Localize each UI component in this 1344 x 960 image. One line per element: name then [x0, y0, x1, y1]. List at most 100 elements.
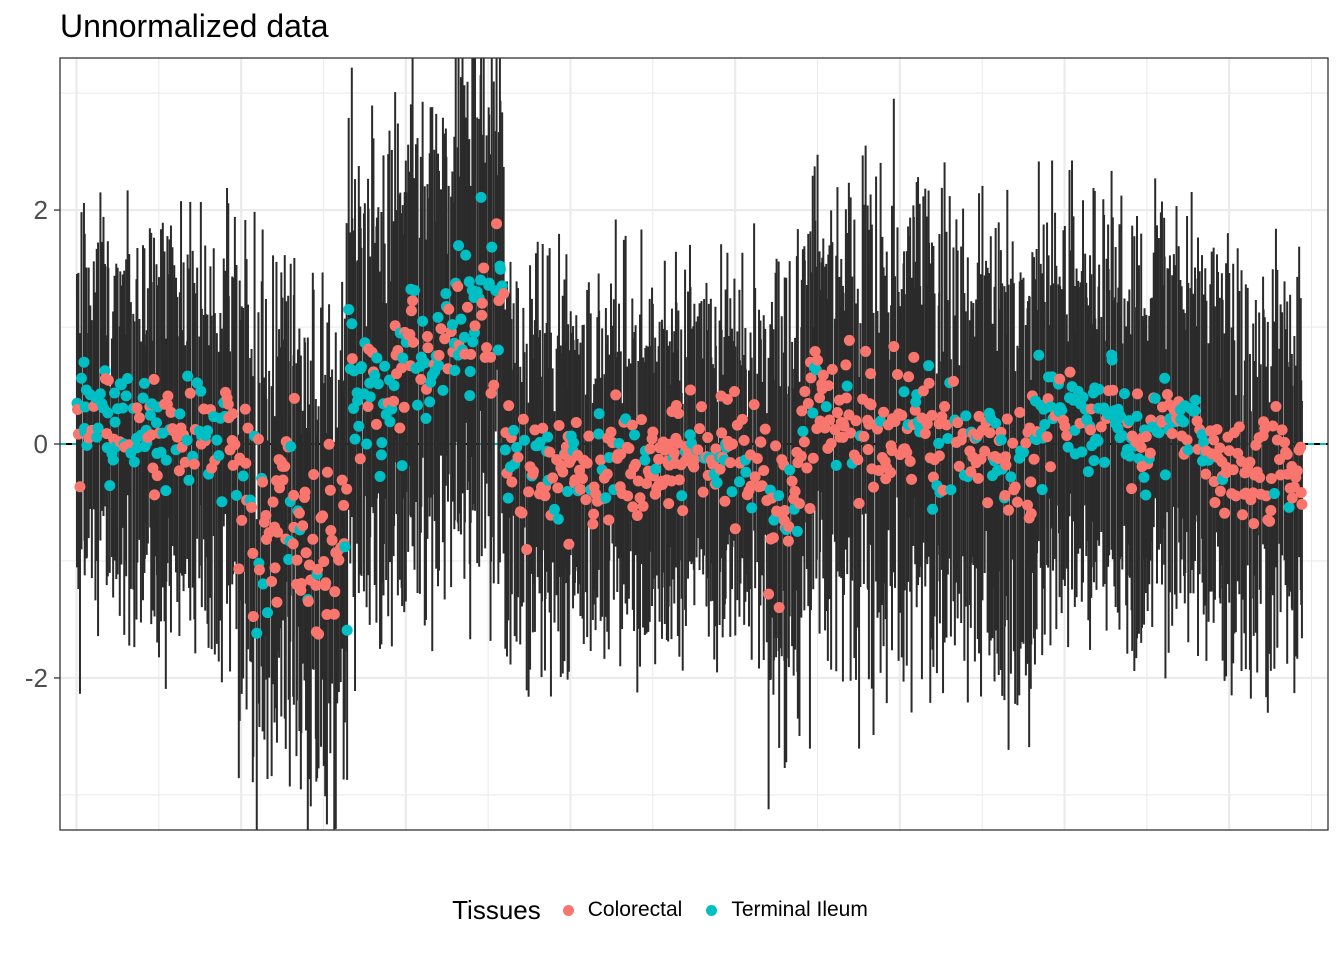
point-terminal-ileum [475, 191, 487, 203]
point-terminal-ileum [339, 541, 351, 553]
point-colorectal [398, 401, 410, 413]
point-colorectal [714, 463, 726, 475]
point-terminal-ileum [1106, 354, 1118, 366]
point-colorectal [923, 377, 935, 389]
point-terminal-ileum [160, 485, 172, 497]
point-colorectal [1001, 413, 1013, 425]
point-terminal-ileum [1124, 450, 1136, 462]
point-colorectal [512, 451, 524, 463]
point-terminal-ileum [1131, 410, 1143, 422]
point-colorectal [485, 351, 497, 363]
point-colorectal [896, 409, 908, 421]
point-terminal-ileum [195, 385, 207, 397]
point-colorectal [936, 411, 948, 423]
point-colorectal [1107, 384, 1119, 396]
point-colorectal [1200, 468, 1212, 480]
point-colorectal [581, 457, 593, 469]
point-terminal-ileum [464, 390, 476, 402]
point-terminal-ileum [138, 377, 150, 389]
point-terminal-ileum [1153, 427, 1165, 439]
point-colorectal [819, 422, 831, 434]
legend-label-terminal-ileum: Terminal Ileum [731, 898, 868, 921]
point-colorectal [421, 331, 433, 343]
point-colorectal [1214, 485, 1226, 497]
point-colorectal [623, 442, 635, 454]
point-colorectal [672, 407, 684, 419]
point-colorectal [927, 471, 939, 483]
point-terminal-ileum [463, 276, 475, 288]
point-colorectal [246, 501, 258, 513]
point-colorectal [133, 412, 145, 424]
point-terminal-ileum [1159, 469, 1171, 481]
point-terminal-ileum [201, 425, 213, 437]
point-colorectal [1291, 465, 1303, 477]
point-colorectal [702, 432, 714, 444]
point-colorectal [947, 375, 959, 387]
legend: Tissues Colorectal Terminal Ileum [0, 890, 1344, 930]
point-terminal-ileum [1099, 456, 1111, 468]
point-terminal-ileum [773, 490, 785, 502]
point-colorectal [1021, 499, 1033, 511]
point-colorectal [684, 384, 696, 396]
point-colorectal [307, 533, 319, 545]
point-terminal-ileum [1116, 430, 1128, 442]
point-colorectal [601, 468, 613, 480]
point-colorectal [341, 483, 353, 495]
point-colorectal [1223, 445, 1235, 457]
point-terminal-ileum [420, 412, 432, 424]
point-colorectal [506, 476, 518, 488]
point-colorectal [868, 481, 880, 493]
point-colorectal [439, 333, 451, 345]
point-colorectal [267, 496, 279, 508]
point-terminal-ileum [568, 437, 580, 449]
point-colorectal [668, 447, 680, 459]
point-colorectal [333, 554, 345, 566]
point-colorectal [640, 477, 652, 489]
point-terminal-ileum [990, 417, 1002, 429]
point-terminal-ileum [542, 431, 554, 443]
point-terminal-ileum [396, 460, 408, 472]
point-colorectal [253, 564, 265, 576]
point-colorectal [716, 427, 728, 439]
point-colorectal [478, 262, 490, 274]
point-terminal-ileum [1045, 401, 1057, 413]
point-terminal-ileum [137, 392, 149, 404]
point-colorectal [1209, 496, 1221, 508]
point-colorectal [517, 413, 529, 425]
point-colorectal [488, 379, 500, 391]
point-colorectal [630, 458, 642, 470]
point-colorectal [300, 547, 312, 559]
point-terminal-ileum [945, 484, 957, 496]
point-colorectal [1085, 424, 1097, 436]
point-colorectal [1011, 496, 1023, 508]
point-colorectal [452, 281, 464, 293]
point-colorectal [605, 426, 617, 438]
point-colorectal [1144, 447, 1156, 459]
y-tick-label: -2 [25, 663, 48, 693]
point-terminal-ileum [650, 463, 662, 475]
point-colorectal [926, 409, 938, 421]
point-colorectal [1181, 434, 1193, 446]
point-colorectal [131, 402, 143, 414]
point-colorectal [222, 398, 234, 410]
point-terminal-ileum [120, 390, 132, 402]
point-colorectal [1214, 442, 1226, 454]
point-terminal-ileum [1149, 392, 1161, 404]
point-colorectal [539, 490, 551, 502]
point-terminal-ileum [424, 396, 436, 408]
point-terminal-ileum [1005, 471, 1017, 483]
point-colorectal [758, 464, 770, 476]
point-colorectal [1009, 481, 1021, 493]
point-terminal-ileum [711, 477, 723, 489]
y-tick-label: 0 [34, 429, 48, 459]
point-colorectal [336, 474, 348, 486]
point-colorectal [644, 443, 656, 455]
point-colorectal [320, 577, 332, 589]
point-colorectal [937, 484, 949, 496]
point-colorectal [1286, 492, 1298, 504]
point-colorectal [1264, 515, 1276, 527]
point-colorectal [407, 336, 419, 348]
point-colorectal [388, 395, 400, 407]
point-colorectal [165, 406, 177, 418]
point-terminal-ileum [1190, 394, 1202, 406]
